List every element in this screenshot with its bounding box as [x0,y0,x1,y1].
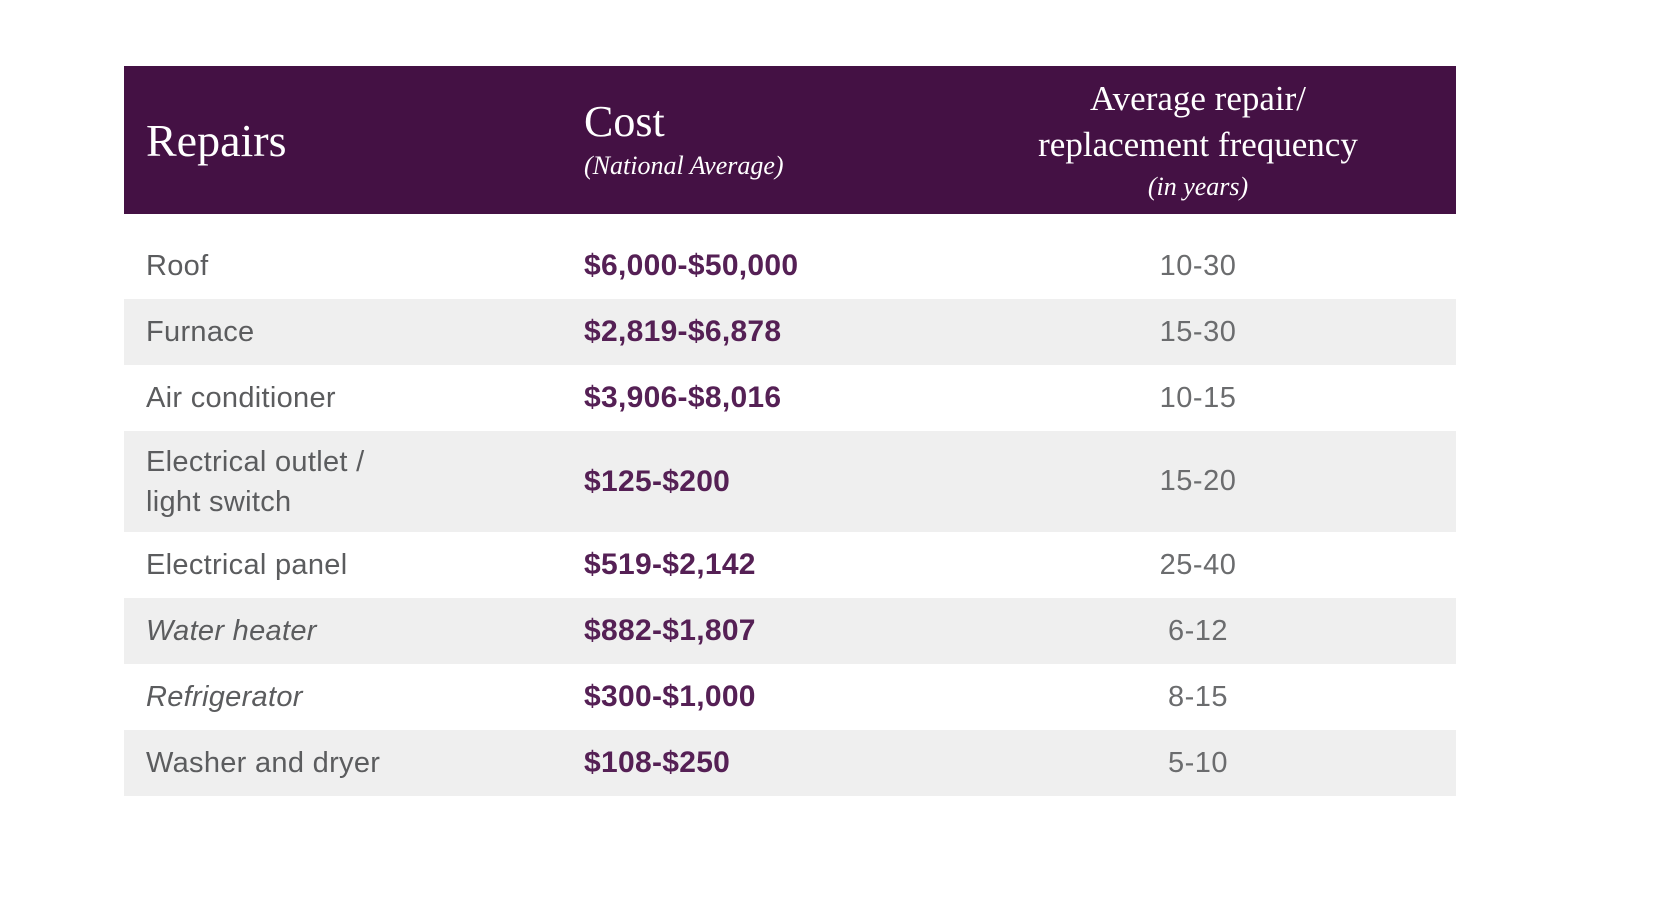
repair-name-cell: Electrical panel [146,549,348,581]
frequency-value-cell: 10-30 [1159,249,1237,282]
table-row: Electrical panel $519-$2,142 25-40 [124,532,1456,598]
frequency-value-cell: 8-15 [1167,680,1229,713]
cost-value-cell: $3,906-$8,016 [584,381,782,414]
cost-value-cell: $2,819-$6,878 [584,315,782,348]
table-row: Washer and dryer $108-$250 5-10 [124,730,1456,796]
frequency-header-line1: Average repair/ [1089,79,1306,118]
table-row: Roof $6,000-$50,000 10-30 [124,233,1456,299]
table-row: Electrical outlet / light switch $125-$20… [124,431,1456,532]
repair-name-cell: Air conditioner [146,382,336,414]
repair-name-cell: Electrical outlet / light switch [146,445,365,518]
frequency-header-line2: replacement frequency [1038,125,1358,164]
frequency-header-subtitle: (in years) [1147,172,1249,201]
table-body: Roof $6,000-$50,000 10-30 Furnace $2,819-$6,… [124,233,1456,796]
repairs-header-label: Repairs [146,114,287,166]
table-row: Air conditioner $3,906-$8,016 10-15 [124,365,1456,431]
frequency-value-cell: 10-15 [1159,381,1237,414]
column-header-repairs: Repairs [124,66,560,214]
repair-name-cell: Roof [146,250,209,282]
table-row: Refrigerator $300-$1,000 8-15 [124,664,1456,730]
repair-name-cell: Furnace [146,316,255,348]
repair-name-cell: Washer and dryer [146,747,381,779]
cost-header-subtitle: (National Average) [584,151,784,180]
table-header-row: Repairs Cost (National Average) Average … [124,66,1456,214]
cost-value-cell: $519-$2,142 [584,548,756,581]
cost-value-cell: $882-$1,807 [584,614,756,647]
frequency-value-cell: 6-12 [1167,614,1229,647]
frequency-value-cell: 15-20 [1159,465,1237,497]
cost-value-cell: $300-$1,000 [584,680,756,713]
cost-value-cell: $125-$200 [584,464,731,498]
frequency-value-cell: 25-40 [1159,548,1237,581]
table-row: Furnace $2,819-$6,878 15-30 [124,299,1456,365]
table-row: Water heater $882-$1,807 6-12 [124,598,1456,664]
column-header-cost: Cost (National Average) [560,66,940,214]
cost-value-cell: $108-$250 [584,746,731,779]
repair-cost-table: Repairs Cost (National Average) Average … [124,66,1456,796]
column-header-frequency: Average repair/ replacement frequency (i… [940,66,1456,214]
frequency-value-cell: 15-30 [1159,315,1237,348]
cost-header-label: Cost [584,97,665,146]
frequency-value-cell: 5-10 [1167,746,1229,779]
repair-name-cell: Water heater [146,615,317,647]
repair-name-cell: Refrigerator [146,681,303,713]
cost-value-cell: $6,000-$50,000 [584,249,799,282]
